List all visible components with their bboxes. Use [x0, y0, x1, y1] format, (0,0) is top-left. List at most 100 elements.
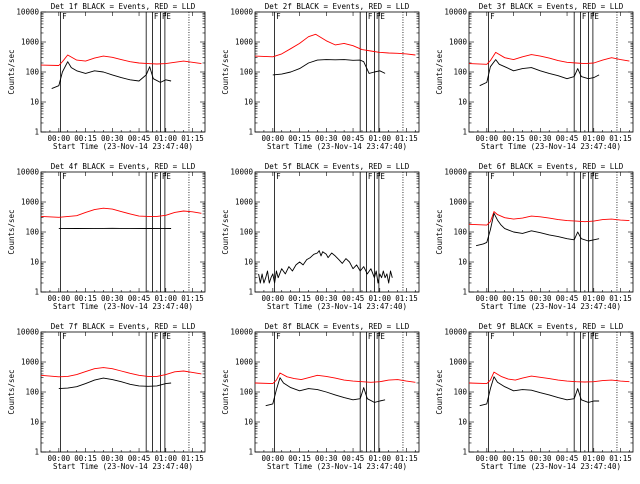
panel-title: Det 4f BLACK = Events, RED = LLD	[51, 162, 196, 171]
y-tick-label: 1000	[235, 358, 254, 367]
y-axis-label: Counts/sec	[7, 369, 16, 414]
y-tick-label: 10	[30, 98, 40, 107]
y-axis-label: Counts/sec	[221, 369, 230, 414]
y-tick-label: 1	[462, 288, 467, 297]
panel-title: Det 7f BLACK = Events, RED = LLD	[51, 322, 196, 331]
y-tick-label: 10000	[16, 8, 39, 17]
flag-marker-label: E	[594, 12, 599, 21]
y-tick-label: 100	[453, 228, 467, 237]
panel-title: Det 6f BLACK = Events, RED = LLD	[479, 162, 624, 171]
panel-title: Det 3f BLACK = Events, RED = LLD	[479, 2, 624, 11]
y-tick-label: 1000	[449, 358, 468, 367]
flag-marker-label: E	[594, 332, 599, 341]
y-axis-label: Counts/sec	[435, 369, 444, 414]
series-line-red	[41, 368, 201, 377]
series-line-black	[259, 251, 393, 283]
flag-marker-label: F	[582, 172, 587, 181]
y-tick-label: 1000	[235, 38, 254, 47]
x-axis-label: Start Time (23-Nov-14 23:47:40)	[53, 302, 193, 311]
panel-det-1: Det 1f BLACK = Events, RED = LLD 1 10 100 10…	[7, 2, 205, 151]
plot-frame	[255, 12, 419, 132]
flag-marker-label: F	[154, 332, 159, 341]
flag-marker-label: F	[62, 172, 67, 181]
panel-det-5: Det 5f BLACK = Events, RED = LLD 1 10 100 10…	[221, 162, 419, 311]
flag-marker-label: F	[490, 172, 495, 181]
series-line-red	[469, 372, 629, 384]
y-tick-label: 10000	[230, 328, 253, 337]
flag-marker-label: F	[368, 12, 373, 21]
flag-marker-label: F	[582, 12, 587, 21]
series-line-black	[480, 377, 599, 406]
y-tick-label: 10	[30, 418, 40, 427]
x-axis-label: Start Time (23-Nov-14 23:47:40)	[53, 142, 193, 151]
flag-marker-label: F	[276, 12, 281, 21]
y-tick-label: 10	[244, 418, 254, 427]
y-tick-label: 1	[248, 288, 253, 297]
y-tick-label: 1000	[449, 38, 468, 47]
panel-title: Det 8f BLACK = Events, RED = LLD	[265, 322, 410, 331]
y-tick-label: 1	[34, 448, 39, 457]
panel-det-3: Det 3f BLACK = Events, RED = LLD11010010…	[435, 2, 633, 151]
y-tick-label: 10	[244, 258, 254, 267]
y-axis-label: Counts/sec	[221, 49, 230, 94]
flag-marker-label: F	[154, 172, 159, 181]
y-tick-label: 10000	[444, 8, 467, 17]
panel-title: Det 9f BLACK = Events, RED = LLD	[479, 322, 624, 331]
y-tick-label: 10000	[444, 168, 467, 177]
y-axis-label: Counts/sec	[435, 49, 444, 94]
y-tick-label: 1000	[449, 198, 468, 207]
y-tick-label: 10000	[230, 168, 253, 177]
y-tick-label: 1	[34, 128, 39, 137]
panel-title: Det 2f BLACK = Events, RED = LLD	[265, 2, 410, 11]
y-tick-label: 10000	[230, 8, 253, 17]
x-axis-label: Start Time (23-Nov-14 23:47:40)	[481, 142, 621, 151]
y-tick-label: 1	[462, 448, 467, 457]
y-tick-label: 100	[25, 68, 39, 77]
x-axis-label: Start Time (23-Nov-14 23:47:40)	[267, 462, 407, 471]
flag-marker-label: F	[154, 12, 159, 21]
series-line-black	[273, 60, 385, 75]
flag-marker-label: F	[62, 332, 67, 341]
flag-marker-label: E	[166, 12, 171, 21]
panel-det-8: Det 8f BLACK = Events, RED = LLD11010010…	[221, 322, 419, 471]
panel-det-2: Det 2f BLACK = Events, RED = LLD11010010…	[221, 2, 419, 151]
y-axis-label: Counts/sec	[221, 209, 230, 254]
flag-marker-label: F	[276, 332, 281, 341]
panel-title: Det 1f BLACK = Events, RED = LLD	[51, 2, 196, 11]
panel-det-6: Det 6f BLACK = Events, RED = LLD 1 10 100 10…	[435, 162, 633, 311]
y-tick-label: 1	[34, 288, 39, 297]
x-axis-label: Start Time (23-Nov-14 23:47:40)	[267, 302, 407, 311]
flag-marker-label: E	[380, 332, 385, 341]
y-tick-label: 1	[462, 128, 467, 137]
flag-marker-label: F	[490, 332, 495, 341]
series-line-red	[41, 208, 201, 217]
series-line-red	[255, 34, 415, 57]
y-tick-label: 100	[25, 228, 39, 237]
plot-frame	[41, 332, 205, 452]
plot-frame	[469, 12, 633, 132]
flag-marker-label: F	[276, 172, 281, 181]
panel-det-4: Det 4f BLACK = Events, RED = LLD11010010…	[7, 162, 205, 311]
panel-det-9: Det 9f BLACK = Events, RED = LLD11010010…	[435, 322, 633, 471]
plot-frame	[469, 332, 633, 452]
y-tick-label: 100	[25, 388, 39, 397]
series-line-black	[59, 378, 171, 389]
x-axis-label: Start Time (23-Nov-14 23:47:40)	[267, 142, 407, 151]
flag-marker-label: F	[490, 12, 495, 21]
y-tick-label: 1000	[21, 198, 40, 207]
x-axis-label: Start Time (23-Nov-14 23:47:40)	[481, 462, 621, 471]
flag-marker-label: F	[62, 12, 67, 21]
y-tick-label: 1	[248, 128, 253, 137]
y-tick-label: 1	[248, 448, 253, 457]
flag-marker-label: F	[368, 172, 373, 181]
y-tick-label: 10	[458, 258, 468, 267]
flag-marker-label: E	[594, 172, 599, 181]
panel-title: Det 5f BLACK = Events, RED = LLD	[265, 162, 410, 171]
series-line-red	[41, 55, 201, 66]
plot-frame	[469, 172, 633, 292]
y-tick-label: 1000	[21, 38, 40, 47]
y-tick-label: 100	[239, 228, 253, 237]
x-axis-label: Start Time (23-Nov-14 23:47:40)	[53, 462, 193, 471]
